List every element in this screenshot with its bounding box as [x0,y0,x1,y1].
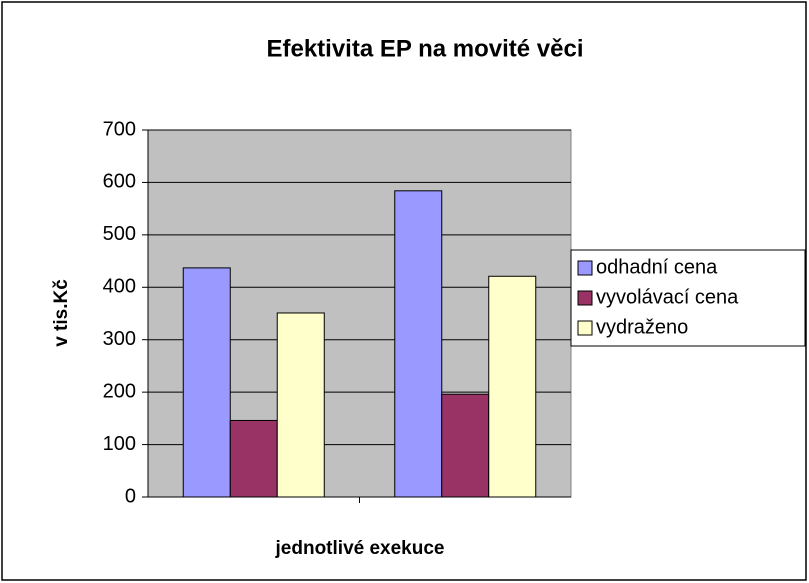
legend-box [570,249,806,347]
bar [182,267,231,498]
legend-label: vydraženo [596,316,688,338]
legend-swatch [577,290,593,306]
legend-swatch [577,320,593,336]
y-tick-label: 200 [103,380,136,402]
bar [488,275,537,498]
y-axis-label: v tis.Kč [51,279,72,347]
legend-label: vyvolávací cena [596,286,739,308]
chart-title: Efektivita EP na movité věci [266,35,583,62]
bar [394,190,443,498]
y-tick-label: 700 [103,118,136,140]
y-tick-label: 0 [125,485,136,507]
y-tick-label: 500 [103,223,136,245]
y-tick-label: 300 [103,328,136,350]
y-tick-label: 400 [103,276,136,298]
y-tick-label: 100 [103,433,136,455]
x-axis-label: jednotlivé exekuce [275,538,445,559]
y-tick-label: 600 [103,171,136,193]
bar [441,393,490,498]
legend-swatch [577,260,593,276]
legend-label: odhadní cena [596,256,718,278]
bar [276,312,325,498]
bar [229,419,278,498]
